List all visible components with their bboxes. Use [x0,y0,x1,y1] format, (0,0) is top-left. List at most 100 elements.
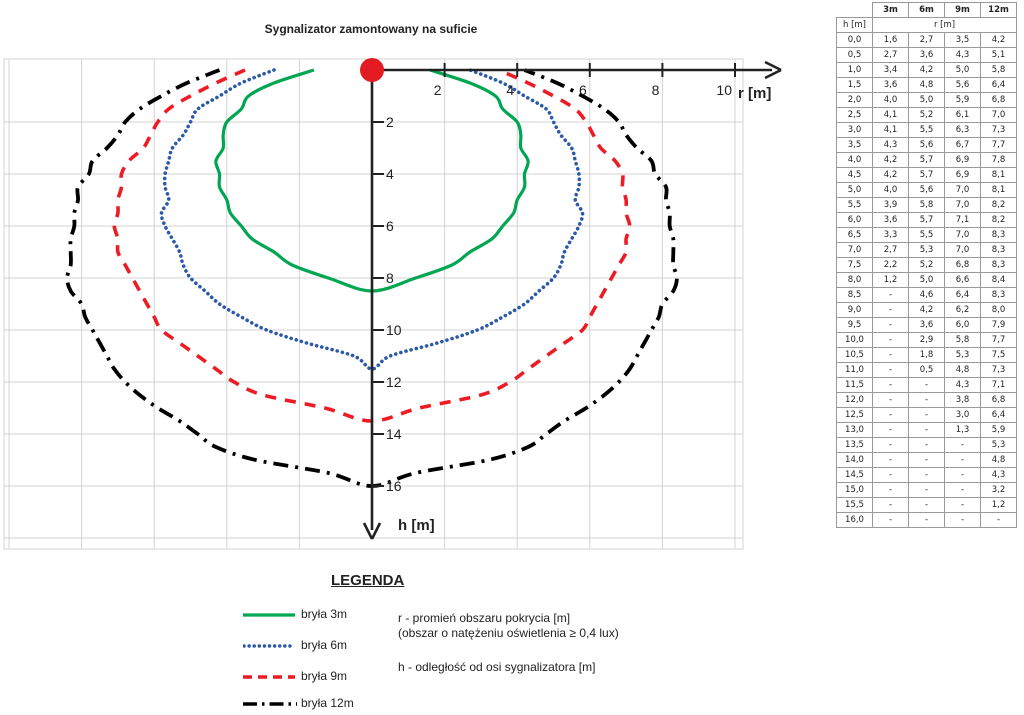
table-cell: 11,5 [836,377,873,393]
table-cell: 5,6 [944,77,981,93]
table-cell: 5,8 [980,62,1017,78]
table-cell: 5,0 [908,92,945,108]
table-cell: 8,3 [980,287,1017,303]
table-cell: 1,0 [836,62,873,78]
table-row: 13,5- - -5,3 [836,437,1017,453]
table-cell: 13,5 [836,437,873,453]
h-tick-label: 6 [386,218,394,234]
table-cell: - [944,437,981,453]
table-cell: 6,8 [944,257,981,273]
table-cell: 5,1 [980,47,1017,63]
table-cell: 0,0 [836,32,873,48]
table-cell: 5,0 [908,272,945,288]
h-tick-label: 12 [386,374,402,390]
table-row: 16,0- - - - [836,512,1017,528]
table-row: 14,5- - -4,3 [836,467,1017,483]
table-cell: 5,2 [908,257,945,273]
plot-frame [3,58,744,550]
table-row: 3,0 4,1 5,5 6,3 7,3 [836,122,1017,138]
table-cell: - [908,407,945,423]
table-cell: 16,0 [836,512,873,528]
table-cell: 8,3 [980,242,1017,258]
table-cell: 8,4 [980,272,1017,288]
table-cell: 1,8 [908,347,945,363]
table-cell: 2,7 [908,32,945,48]
table-row: 9,0-4,2 6,2 8,0 [836,302,1017,318]
r-tick-label: 4 [506,82,514,98]
table-cell: 6,4 [980,407,1017,423]
table-cell: 3,5 [836,137,873,153]
table-cell: - [872,347,909,363]
table-cell: 4,3 [944,377,981,393]
table-cell: 15,5 [836,497,873,513]
table-cell: - [872,392,909,408]
table-cell: - [908,512,945,528]
table-cell: 5,3 [908,242,945,258]
table-cell: 3,0 [836,122,873,138]
table-row: 9,5-3,6 6,0 7,9 [836,317,1017,333]
table-cell: 4,2 [872,152,909,168]
table-header-corner [836,2,873,18]
table-header-cell: 9m [944,2,981,18]
table-cell: 12,0 [836,392,873,408]
table-cell: - [872,302,909,318]
table-cell: 5,2 [908,107,945,123]
h-tick-label: 4 [386,166,394,182]
table-cell: 3,3 [872,227,909,243]
table-cell: 3,6 [908,317,945,333]
table-cell: 7,3 [980,122,1017,138]
table-cell: 6,0 [836,212,873,228]
table-cell: 7,0 [944,182,981,198]
table-cell: 7,8 [980,152,1017,168]
table-cell: - [872,437,909,453]
table-cell: 7,1 [980,377,1017,393]
table-cell: 1,5 [836,77,873,93]
table-cell: - [872,332,909,348]
legend-swatch-12m [243,702,297,706]
table-cell: - [872,512,909,528]
sounder-origin-marker [360,58,384,82]
table-cell: - [908,467,945,483]
table-header-cell: 6m [908,2,945,18]
table-cell: 6,8 [980,392,1017,408]
table-cell: 4,2 [908,302,945,318]
table-cell: 4,3 [980,467,1017,483]
table-cell: 11,0 [836,362,873,378]
table-cell: - [908,482,945,498]
table-row: 3,5 4,3 5,6 6,7 7,7 [836,137,1017,153]
legend-label-3m: bryła 3m [301,607,348,621]
table-cell: - [872,452,909,468]
table-cell: 9,0 [836,302,873,318]
table-cell: 7,5 [836,257,873,273]
legend-swatch-9m [243,675,295,679]
table-cell: 3,6 [872,212,909,228]
table-row: 15,0- - -3,2 [836,482,1017,498]
table-cell: 5,3 [944,347,981,363]
r-tick-label: 2 [434,82,442,98]
coverage-chart: 2 4 6 8 10 2 4 6 8 10 12 14 16 r [m] h [m] [3,58,782,550]
table-cell: - [944,497,981,513]
table-cell: 3,5 [944,32,981,48]
table-cell: 7,0 [944,227,981,243]
r-tick-label: 10 [716,82,732,98]
table-cell: 3,4 [872,62,909,78]
table-row: 15,5- - -1,2 [836,497,1017,513]
table-cell: 8,1 [980,182,1017,198]
table-cell: 7,1 [944,212,981,228]
table-cell: 5,8 [908,197,945,213]
table-cell: 8,1 [980,167,1017,183]
table-row: 11,0-0,5 4,8 7,3 [836,362,1017,378]
table-row: 4,5 4,2 5,7 6,9 8,1 [836,167,1017,183]
table-cell: 8,0 [980,302,1017,318]
table-row: 10,0-2,9 5,8 7,7 [836,332,1017,348]
table-cell: - [872,287,909,303]
series-line-bryła-6m [159,68,585,371]
h-tick-label: 8 [386,270,394,286]
table-row: 7,5 2,2 5,2 6,8 8,3 [836,257,1017,273]
table-row: 7,0 2,7 5,3 7,0 8,3 [836,242,1017,258]
table-row: 5,5 3,9 5,8 7,0 8,2 [836,197,1017,213]
table-cell: - [872,467,909,483]
table-cell: 1,3 [944,422,981,438]
table-cell: 14,0 [836,452,873,468]
table-cell: 8,2 [980,197,1017,213]
